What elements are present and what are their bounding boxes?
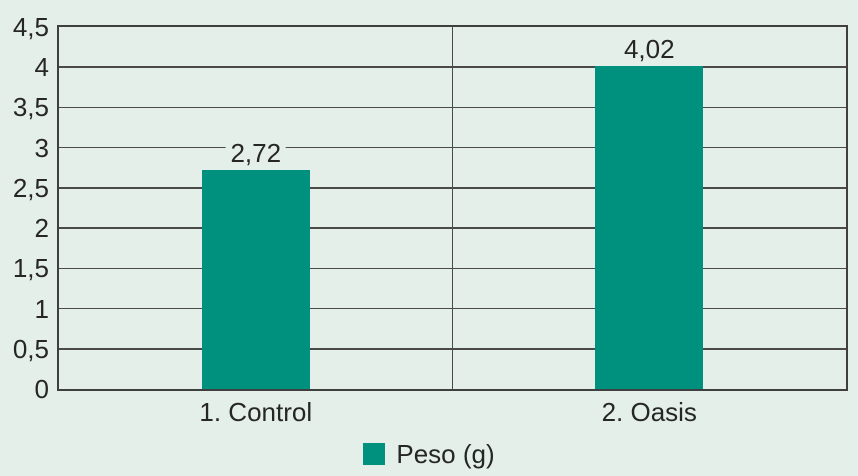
y-tick-label: 3	[34, 132, 49, 163]
y-tick-label: 3,5	[12, 92, 49, 123]
legend-label: Peso (g)	[396, 439, 495, 469]
bar-value-label: 2,72	[225, 140, 287, 167]
y-tick-label: 0,5	[12, 333, 49, 364]
plot-area: 2,72 4,02	[57, 25, 848, 391]
bar-value-label: 4,02	[618, 35, 680, 62]
x-category-label: 2. Oasis	[601, 397, 697, 427]
y-tick-label: 1,5	[12, 253, 49, 284]
y-tick-label: 2	[34, 213, 49, 244]
x-category-label: 1. Control	[199, 397, 313, 427]
y-tick-label: 1	[34, 293, 49, 324]
y-tick-label: 2,5	[12, 172, 49, 203]
y-tick-label: 4	[34, 52, 49, 83]
y-tick-label: 4,5	[12, 12, 49, 42]
bar-2-oasis	[595, 65, 704, 389]
legend-swatch-icon	[363, 443, 386, 465]
y-tick-label: 0	[34, 374, 49, 404]
category-divider-line	[451, 27, 454, 389]
bar-1-control	[201, 170, 310, 389]
legend: Peso (g)	[0, 441, 858, 467]
